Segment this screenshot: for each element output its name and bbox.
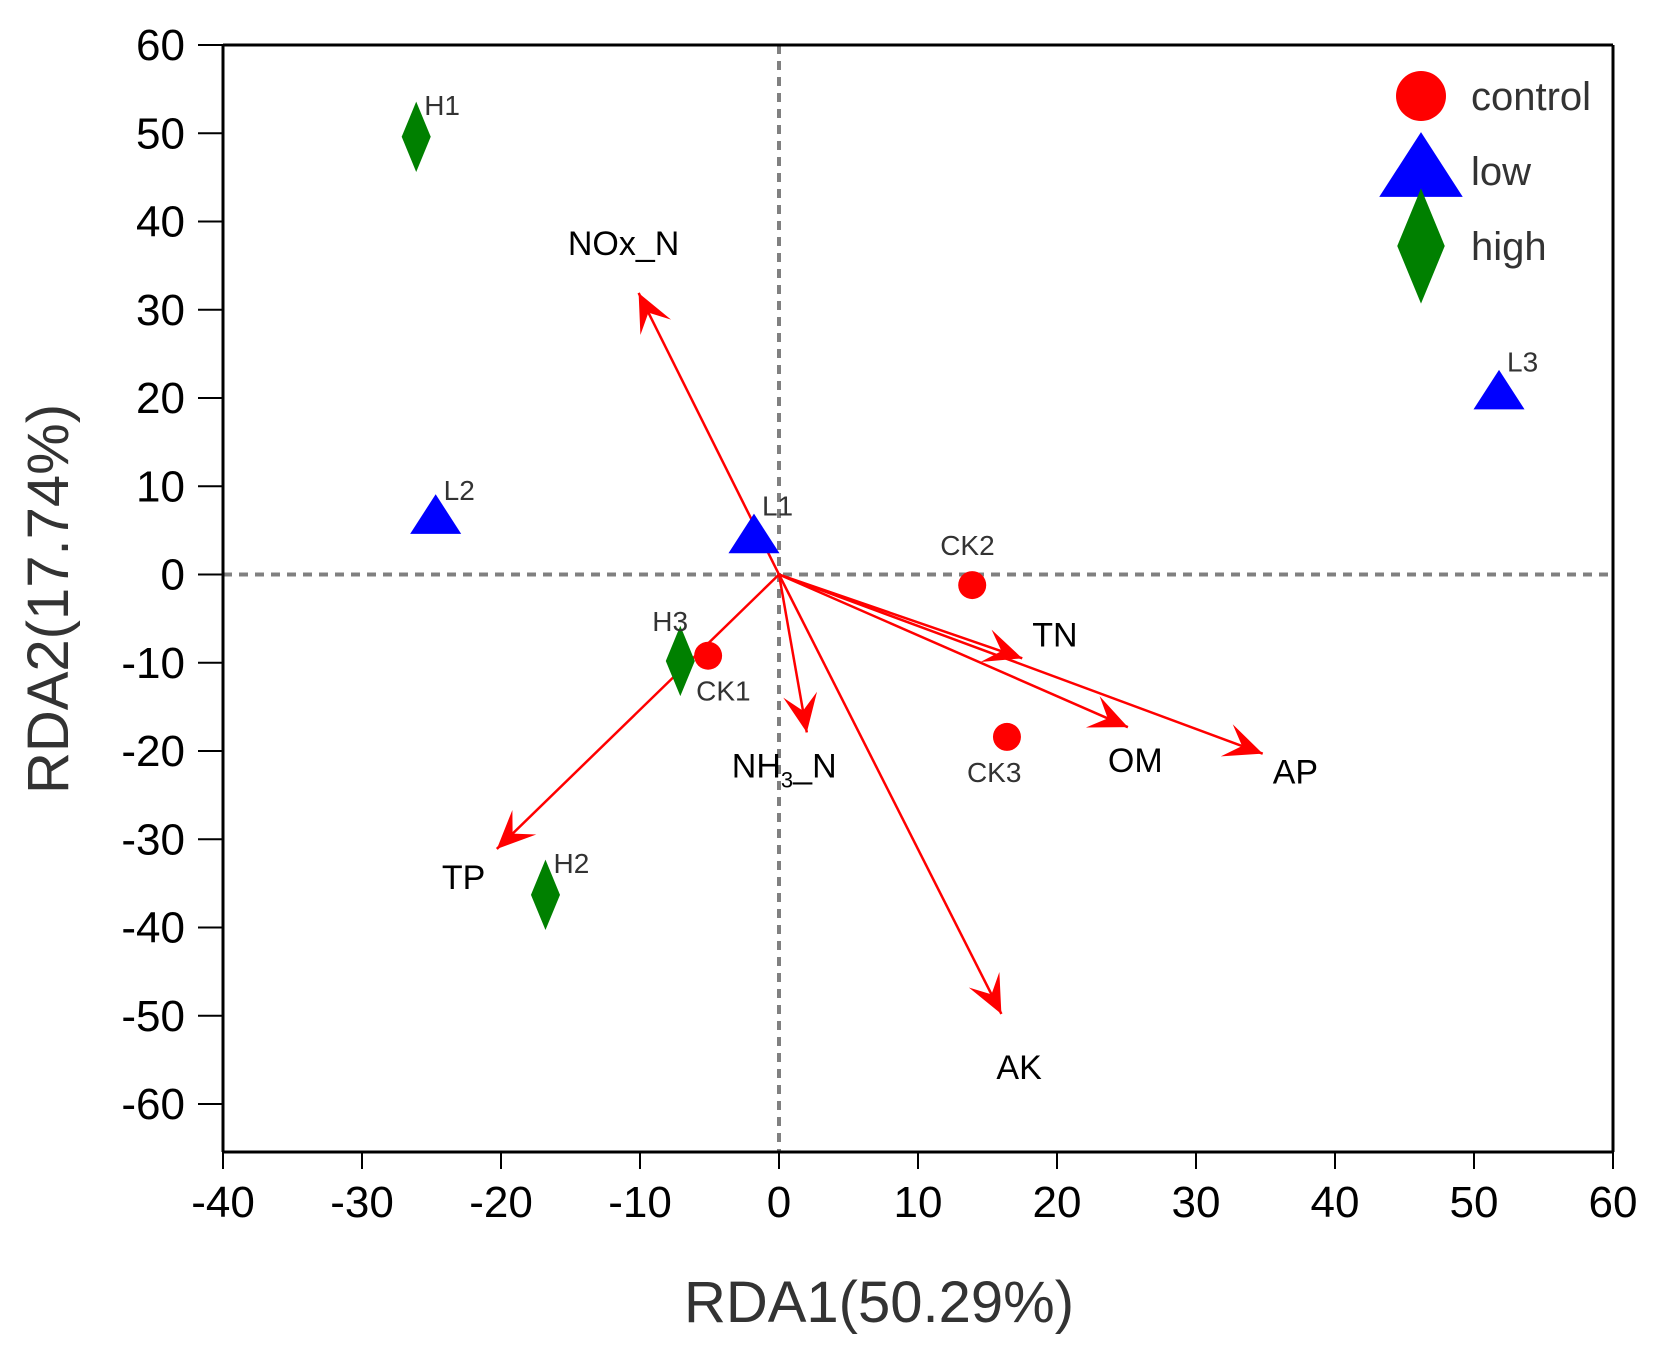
x-tick-label: 60 [1589, 1178, 1638, 1227]
legend: control low high [1379, 71, 1591, 304]
reference-lines [223, 45, 1613, 1152]
y-axis-ticks: 60 50 40 30 20 10 0 -10 -20 -30 -40 -50 -60 [121, 21, 223, 1129]
triangle-marker-icon [410, 494, 462, 534]
diamond-marker-icon [530, 859, 560, 931]
x-tick-label: -10 [608, 1178, 672, 1227]
y-tick-label: 60 [136, 21, 185, 70]
legend-item-control: control [1396, 71, 1591, 121]
vector-label: AP [1273, 754, 1318, 792]
vector-label: TN [1032, 616, 1077, 654]
point-ck1: CK1 [694, 641, 751, 707]
x-tick-label: -30 [330, 1178, 394, 1227]
legend-item-low: low [1379, 132, 1531, 197]
legend-label: high [1471, 225, 1547, 269]
point-label: L3 [1507, 347, 1538, 378]
point-label: H3 [652, 606, 688, 637]
point-label: L2 [444, 475, 475, 506]
y-tick-label: -50 [121, 992, 185, 1041]
arrowhead-icon [968, 972, 1002, 1014]
environment-vectors: NOx_N TN OM AP NH3_N AK TP [442, 225, 1318, 1087]
arrowhead-icon [980, 629, 1023, 663]
point-h2: H2 [530, 848, 589, 931]
triangle-marker-icon [728, 513, 780, 554]
circle-marker-icon [992, 722, 1021, 751]
triangle-marker-icon [1473, 369, 1525, 410]
y-tick-label: 0 [161, 551, 185, 600]
y-tick-label: 20 [136, 374, 185, 423]
x-tick-label: 0 [767, 1178, 791, 1227]
y-tick-label: -20 [121, 727, 185, 776]
vector-line [778, 573, 1264, 755]
x-axis-title: RDA1(50.29%) [684, 1270, 1074, 1335]
y-tick-label: -40 [121, 904, 185, 953]
vector-label: OM [1108, 742, 1163, 780]
y-tick-label: -60 [121, 1080, 185, 1129]
y-tick-label: -10 [121, 639, 185, 688]
vector-label: TP [442, 859, 485, 897]
arrowhead-icon [1085, 696, 1128, 728]
vector-line [495, 573, 780, 850]
x-tick-label: -20 [469, 1178, 533, 1227]
vector-nox-n: NOx_N [568, 225, 781, 576]
y-tick-label: -30 [121, 815, 185, 864]
sample-points: CK1 CK2 CK3 L1 L2 L3 H1 H2 H3 [401, 90, 1538, 931]
x-tick-label: 40 [1311, 1178, 1360, 1227]
y-tick-label: 30 [136, 286, 185, 335]
circle-marker-icon [1396, 71, 1446, 121]
point-l3: L3 [1473, 347, 1538, 410]
point-ck2: CK2 [940, 530, 995, 600]
vector-tp: TP [442, 573, 780, 897]
plot-frame [221, 43, 1615, 1154]
circle-marker-icon [958, 571, 987, 600]
vector-label: AK [996, 1049, 1042, 1087]
x-axis-ticks: -40 -30 -20 -10 0 10 20 30 40 50 60 [191, 1152, 1637, 1227]
diamond-marker-icon [401, 101, 431, 172]
point-label: CK1 [696, 676, 750, 707]
arrowhead-icon [496, 809, 537, 849]
legend-label: control [1471, 75, 1591, 119]
y-tick-label: 40 [136, 198, 185, 247]
point-l1: L1 [728, 490, 793, 554]
x-tick-label: 20 [1033, 1178, 1082, 1227]
vector-nh3-n: NH3_N [732, 574, 837, 792]
vector-line [778, 573, 1129, 729]
x-tick-label: 50 [1450, 1178, 1499, 1227]
point-label: H2 [553, 848, 589, 879]
triangle-marker-icon [1379, 132, 1463, 197]
point-h3: H3 [652, 606, 695, 697]
point-label: H1 [424, 90, 460, 121]
diamond-marker-icon [1397, 188, 1445, 304]
point-label: CK2 [940, 530, 994, 561]
vector-label: NH3_N [732, 747, 837, 792]
point-label: L1 [762, 490, 793, 521]
point-label: CK3 [967, 757, 1021, 788]
x-tick-label: 30 [1172, 1178, 1221, 1227]
vector-ak: AK [777, 573, 1042, 1087]
y-tick-label: 50 [136, 109, 185, 158]
arrowhead-icon [638, 292, 672, 335]
x-tick-label: 10 [894, 1178, 943, 1227]
legend-label: low [1471, 150, 1531, 194]
point-h1: H1 [401, 90, 460, 172]
vector-ap: AP [778, 573, 1318, 792]
vector-tn: TN [778, 573, 1078, 663]
point-ck3: CK3 [967, 722, 1021, 788]
x-tick-label: -40 [191, 1178, 255, 1227]
point-l2: L2 [410, 475, 475, 534]
arrowhead-icon [1220, 724, 1263, 757]
y-axis-title: RDA2(17.74%) [16, 404, 81, 794]
diamond-marker-icon [665, 625, 695, 697]
y-tick-label: 10 [136, 462, 185, 511]
vector-line [777, 573, 1003, 1015]
circle-marker-icon [694, 641, 723, 670]
vector-om: OM [778, 573, 1163, 780]
arrowhead-icon [783, 691, 818, 733]
vector-line [777, 574, 809, 733]
vector-label: NOx_N [568, 225, 679, 263]
legend-item-high: high [1397, 188, 1547, 304]
